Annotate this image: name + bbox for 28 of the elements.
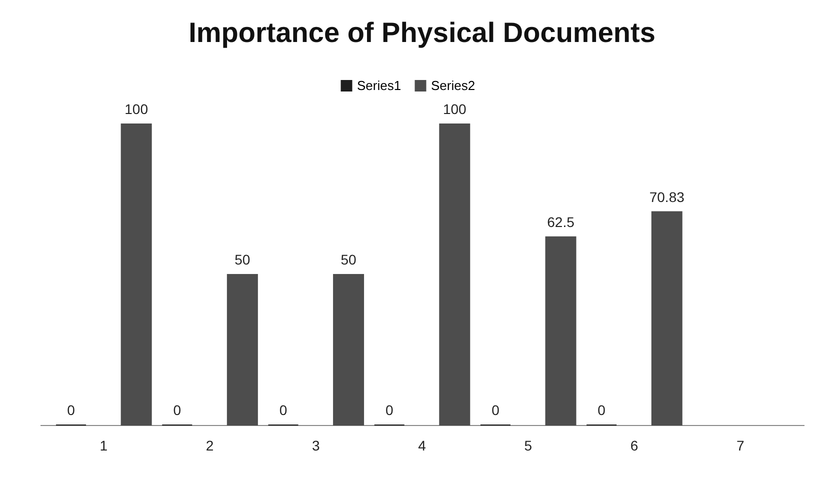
x-tick-label: 1 <box>100 438 108 454</box>
bar <box>333 274 364 426</box>
bar <box>651 211 682 426</box>
chart-title: Importance of Physical Documents <box>188 17 656 48</box>
data-label: 0 <box>173 402 182 418</box>
bar <box>226 274 258 426</box>
data-label: 50 <box>340 252 357 268</box>
data-label: 0 <box>598 402 606 418</box>
data-label: 0 <box>385 402 394 418</box>
legend-label: Series2 <box>431 78 476 93</box>
data-label: 70.83 <box>649 188 685 205</box>
data-label: 100 <box>124 101 148 117</box>
x-tick-label: 4 <box>418 438 426 454</box>
bar <box>439 124 470 426</box>
legend-label: Series1 <box>357 78 402 93</box>
x-tick-label: 5 <box>524 438 532 454</box>
data-label: 62.5 <box>547 214 575 230</box>
bar <box>120 124 152 426</box>
data-label: 0 <box>492 402 500 418</box>
x-tick-label: 6 <box>630 438 638 454</box>
data-label: 0 <box>279 402 288 418</box>
x-tick-label: 3 <box>312 438 320 454</box>
data-label: 100 <box>442 101 467 117</box>
x-tick-label: 2 <box>206 438 214 454</box>
bar <box>545 236 576 426</box>
data-label: 50 <box>234 252 250 268</box>
data-label: 0 <box>67 402 76 418</box>
x-tick-label: 7 <box>736 438 744 454</box>
